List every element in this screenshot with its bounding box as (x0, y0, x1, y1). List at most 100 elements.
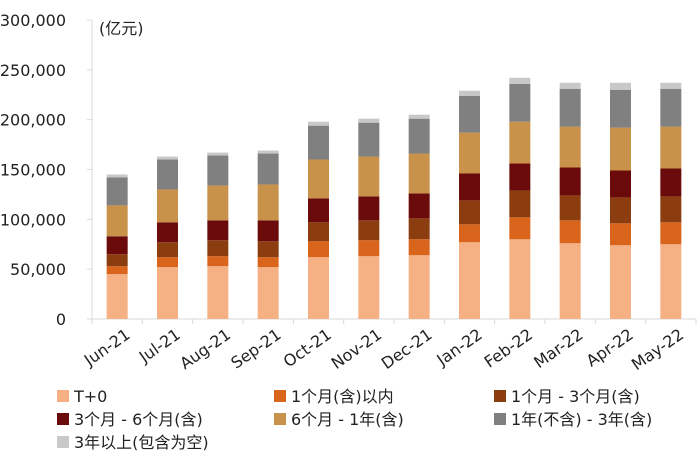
x-tick-label: Nov-21 (328, 325, 386, 373)
bar-segment-3 (610, 197, 631, 224)
bar-segment-6 (157, 159, 178, 190)
bar-segment-3 (358, 220, 380, 241)
legend-label: 3个月 - 6个月(含) (74, 410, 203, 429)
x-tick-label: Jun-21 (80, 325, 134, 370)
legend-label: T+0 (73, 387, 107, 406)
bar-segment-7 (459, 90, 480, 96)
bar-segment-5 (459, 132, 480, 174)
bar-segment-6 (509, 83, 531, 122)
legend-label: 1个月 - 3个月(含) (511, 387, 640, 406)
bar-segment-5 (207, 185, 229, 221)
bar-segment-7 (257, 150, 279, 154)
legend-label: 1个月(含)以内 (291, 387, 394, 406)
bar-segment-7 (308, 121, 329, 126)
legend-swatch (57, 390, 69, 402)
y-axis-unit-label: (亿元) (99, 19, 144, 38)
x-tick-label: Feb-22 (481, 325, 537, 372)
bar-segment-3 (509, 190, 531, 218)
legend-swatch (274, 390, 286, 402)
bar-segment-2 (207, 256, 229, 267)
bar-segment-1 (459, 242, 480, 319)
bar-segment-5 (559, 126, 581, 168)
bar-segment-2 (106, 266, 128, 275)
bar-segment-5 (408, 153, 430, 194)
bar-segment-6 (610, 89, 631, 128)
bar-segment-5 (509, 121, 531, 164)
bar-segment-3 (157, 242, 178, 258)
x-tick-label: Jan-22 (432, 325, 485, 370)
y-tick-label: 250,000 (0, 61, 66, 80)
bar-segment-4 (660, 168, 682, 197)
legend-swatch (494, 390, 506, 402)
legend-swatch (57, 436, 69, 448)
bar-segment-3 (207, 240, 229, 257)
bar-segment-3 (408, 218, 430, 240)
bar-segment-4 (157, 222, 178, 243)
x-tick-label: Dec-21 (378, 325, 436, 373)
bar-segment-2 (660, 222, 682, 245)
bar-segment-5 (358, 156, 380, 197)
legend-label: 6个月 - 1年(含) (291, 410, 404, 429)
bar-segment-7 (358, 118, 380, 123)
y-tick-label: 100,000 (0, 210, 66, 229)
y-tick-label: 50,000 (10, 260, 66, 279)
bar-segment-2 (157, 257, 178, 268)
bar-segment-1 (660, 244, 682, 319)
bar-segment-6 (207, 155, 229, 186)
bar-segment-4 (358, 196, 380, 221)
bar-segment-4 (559, 167, 581, 196)
y-tick-label: 300,000 (0, 11, 66, 30)
bar-segment-1 (308, 257, 329, 319)
bar-segment-6 (257, 153, 279, 185)
x-axis: Jun-21 Jul-21Aug-21Sep-21Oct-21Nov-21Dec-… (80, 318, 697, 374)
bar-segment-4 (207, 220, 229, 241)
y-tick-label: 150,000 (0, 161, 66, 180)
bar-segment-6 (459, 95, 480, 133)
x-tick-label: Aug-21 (176, 325, 234, 373)
y-tick-label: 0 (56, 310, 66, 329)
bar-segment-7 (610, 82, 631, 90)
bar-segment-1 (408, 255, 430, 319)
bar-segment-5 (257, 184, 279, 221)
bar-segment-3 (660, 196, 682, 223)
legend-label: 3年以上(包含为空) (74, 433, 209, 452)
bar-segment-4 (408, 193, 430, 219)
bar-segment-7 (559, 82, 581, 89)
bar-segment-7 (509, 77, 531, 84)
bar-segment-2 (358, 240, 380, 257)
x-tick-label: Oct-21 (280, 325, 335, 371)
bar-segment-2 (509, 217, 531, 240)
bar-segment-4 (308, 198, 329, 223)
bar-segment-1 (157, 267, 178, 319)
bar-segment-4 (257, 220, 279, 242)
y-tick-label: 200,000 (0, 111, 66, 130)
bar-segment-5 (610, 127, 631, 171)
legend-swatch (274, 413, 286, 425)
bar-segment-2 (408, 239, 430, 256)
legend: T+0 1个月(含)以内 1个月 - 3个月(含) 3个月 - 6个月(含) 6个月 -… (57, 387, 652, 452)
bar-segment-1 (509, 239, 531, 319)
x-tick-label: May-22 (628, 325, 687, 374)
bar-segment-3 (308, 222, 329, 242)
bar-segment-4 (106, 236, 128, 255)
x-tick-label: Apr-22 (583, 325, 637, 371)
x-tick-label: Mar-22 (530, 325, 586, 372)
bar-segment-6 (106, 177, 128, 206)
y-axis: 0 50,000 100,000 150,000 200,000 250,000 300,0… (0, 11, 93, 329)
bar-segment-6 (559, 88, 581, 127)
bar-segment-7 (207, 152, 229, 156)
bar-segment-1 (207, 266, 229, 319)
bar-segment-5 (308, 159, 329, 199)
bar-stacks (106, 77, 682, 319)
legend-swatch (494, 413, 506, 425)
bar-segment-2 (459, 224, 480, 243)
bar-segment-1 (106, 274, 128, 319)
bar-segment-1 (610, 245, 631, 319)
bar-segment-7 (660, 82, 682, 89)
bar-segment-3 (559, 195, 581, 221)
bar-segment-4 (509, 163, 531, 191)
bar-segment-3 (459, 200, 480, 225)
legend-label: 1年(不含) - 3年(含) (511, 410, 652, 429)
bar-segment-3 (106, 254, 128, 267)
